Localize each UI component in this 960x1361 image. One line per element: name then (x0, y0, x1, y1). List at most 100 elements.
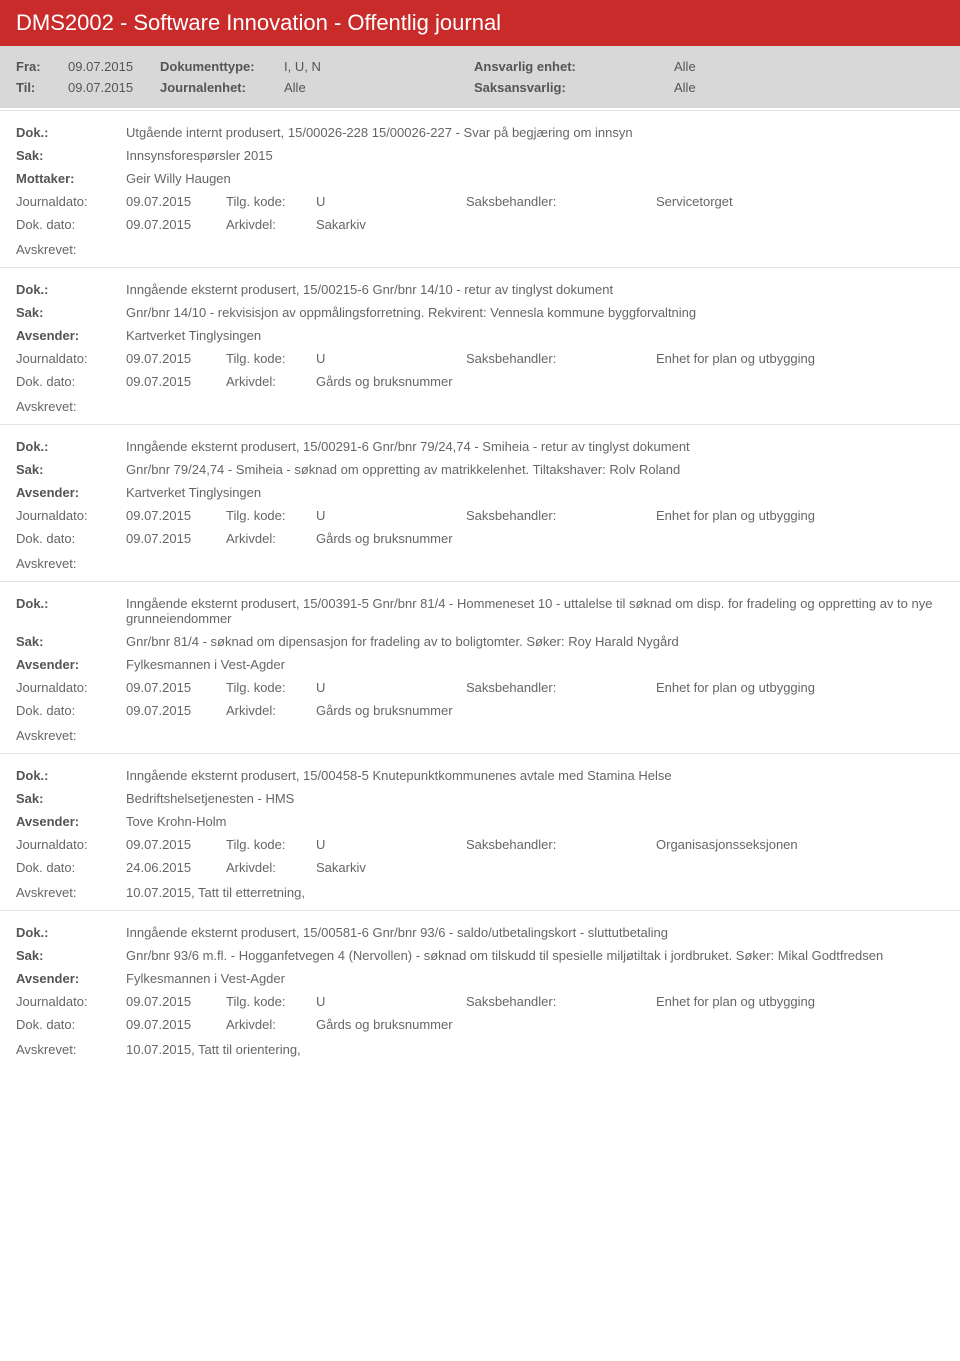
dokdato-value: 09.07.2015 (126, 217, 226, 232)
tilgkode-label: Tilg. kode: (226, 994, 316, 1009)
tilgkode-label: Tilg. kode: (226, 508, 316, 523)
dokdato-value: 09.07.2015 (126, 374, 226, 389)
avskrevet-label: Avskrevet: (16, 242, 126, 257)
dok-label: Dok.: (16, 439, 126, 454)
saksbehandler-value: Servicetorget (656, 194, 944, 209)
filter-journalenhet-value: Alle (284, 80, 474, 95)
sak-label: Sak: (16, 634, 126, 649)
arkivdel-label: Arkivdel: (226, 217, 316, 232)
avskrevet-label: Avskrevet: (16, 556, 126, 571)
avskrevet-value (126, 556, 944, 571)
dok-value: Utgående internt produsert, 15/00026-228… (126, 125, 944, 140)
dok-label: Dok.: (16, 925, 126, 940)
journaldato-value: 09.07.2015 (126, 508, 226, 523)
arkivdel-label: Arkivdel: (226, 860, 316, 875)
avskrevet-value (126, 399, 944, 414)
saksbehandler-label: Saksbehandler: (466, 994, 656, 1009)
dok-value: Inngående eksternt produsert, 15/00458-5… (126, 768, 944, 783)
dok-value: Inngående eksternt produsert, 15/00581-6… (126, 925, 944, 940)
party-value: Fylkesmannen i Vest-Agder (126, 971, 944, 986)
party-value: Geir Willy Haugen (126, 171, 944, 186)
journaldato-label: Journaldato: (16, 508, 126, 523)
sak-label: Sak: (16, 305, 126, 320)
tilgkode-label: Tilg. kode: (226, 680, 316, 695)
tilgkode-value: U (316, 994, 466, 1009)
filter-saksansvarlig-value: Alle (674, 80, 794, 95)
tilgkode-value: U (316, 508, 466, 523)
page-title: DMS2002 - Software Innovation - Offentli… (0, 0, 960, 46)
tilgkode-label: Tilg. kode: (226, 837, 316, 852)
party-label: Avsender: (16, 814, 126, 829)
dok-label: Dok.: (16, 596, 126, 611)
journal-entry: Dok.: Inngående eksternt produsert, 15/0… (0, 910, 960, 1067)
filter-ansvarlig-label: Ansvarlig enhet: (474, 59, 674, 74)
journaldato-value: 09.07.2015 (126, 194, 226, 209)
journaldato-value: 09.07.2015 (126, 680, 226, 695)
party-label: Avsender: (16, 328, 126, 343)
tilgkode-value: U (316, 837, 466, 852)
avskrevet-label: Avskrevet: (16, 885, 126, 900)
sak-value: Gnr/bnr 93/6 m.fl. - Hogganfetvegen 4 (N… (126, 948, 944, 963)
sak-value: Bedriftshelsetjenesten - HMS (126, 791, 944, 806)
saksbehandler-value: Enhet for plan og utbygging (656, 508, 944, 523)
dokdato-label: Dok. dato: (16, 531, 126, 546)
sak-label: Sak: (16, 948, 126, 963)
tilgkode-label: Tilg. kode: (226, 351, 316, 366)
saksbehandler-label: Saksbehandler: (466, 351, 656, 366)
filter-saksansvarlig-label: Saksansvarlig: (474, 80, 674, 95)
sak-label: Sak: (16, 462, 126, 477)
arkivdel-label: Arkivdel: (226, 374, 316, 389)
filter-journalenhet-label: Journalenhet: (160, 80, 284, 95)
filter-ansvarlig-value: Alle (674, 59, 794, 74)
saksbehandler-label: Saksbehandler: (466, 680, 656, 695)
arkivdel-value: Sakarkiv (316, 860, 466, 875)
journaldato-label: Journaldato: (16, 994, 126, 1009)
arkivdel-value: Sakarkiv (316, 217, 466, 232)
saksbehandler-value: Enhet for plan og utbygging (656, 351, 944, 366)
arkivdel-label: Arkivdel: (226, 531, 316, 546)
filter-dokumenttype-label: Dokumenttype: (160, 59, 284, 74)
avskrevet-value: 10.07.2015, Tatt til etterretning, (126, 885, 944, 900)
dokdato-label: Dok. dato: (16, 1017, 126, 1032)
journal-entry: Dok.: Inngående eksternt produsert, 15/0… (0, 424, 960, 581)
journaldato-label: Journaldato: (16, 351, 126, 366)
journaldato-label: Journaldato: (16, 837, 126, 852)
party-value: Tove Krohn-Holm (126, 814, 944, 829)
journal-entry: Dok.: Inngående eksternt produsert, 15/0… (0, 267, 960, 424)
party-label: Avsender: (16, 657, 126, 672)
arkivdel-label: Arkivdel: (226, 1017, 316, 1032)
saksbehandler-label: Saksbehandler: (466, 194, 656, 209)
filter-bar: Fra: 09.07.2015 Dokumenttype: I, U, N An… (0, 46, 960, 108)
party-value: Kartverket Tinglysingen (126, 485, 944, 500)
tilgkode-value: U (316, 351, 466, 366)
dokdato-label: Dok. dato: (16, 374, 126, 389)
journaldato-label: Journaldato: (16, 194, 126, 209)
dok-value: Inngående eksternt produsert, 15/00215-6… (126, 282, 944, 297)
arkivdel-label: Arkivdel: (226, 703, 316, 718)
journaldato-value: 09.07.2015 (126, 351, 226, 366)
avskrevet-label: Avskrevet: (16, 728, 126, 743)
dok-label: Dok.: (16, 768, 126, 783)
dokdato-value: 09.07.2015 (126, 1017, 226, 1032)
saksbehandler-value: Organisasjonsseksjonen (656, 837, 944, 852)
saksbehandler-value: Enhet for plan og utbygging (656, 680, 944, 695)
journaldato-value: 09.07.2015 (126, 994, 226, 1009)
saksbehandler-label: Saksbehandler: (466, 508, 656, 523)
party-label: Avsender: (16, 485, 126, 500)
arkivdel-value: Gårds og bruksnummer (316, 1017, 466, 1032)
arkivdel-value: Gårds og bruksnummer (316, 531, 466, 546)
filter-til-value: 09.07.2015 (68, 80, 160, 95)
sak-value: Innsynsforespørsler 2015 (126, 148, 944, 163)
dokdato-label: Dok. dato: (16, 703, 126, 718)
sak-label: Sak: (16, 791, 126, 806)
party-value: Kartverket Tinglysingen (126, 328, 944, 343)
avskrevet-value: 10.07.2015, Tatt til orientering, (126, 1042, 944, 1057)
dokdato-value: 24.06.2015 (126, 860, 226, 875)
journaldato-label: Journaldato: (16, 680, 126, 695)
filter-fra-value: 09.07.2015 (68, 59, 160, 74)
avskrevet-value (126, 728, 944, 743)
journal-entry: Dok.: Utgående internt produsert, 15/000… (0, 110, 960, 267)
dokdato-value: 09.07.2015 (126, 531, 226, 546)
dokdato-label: Dok. dato: (16, 217, 126, 232)
party-label: Avsender: (16, 971, 126, 986)
